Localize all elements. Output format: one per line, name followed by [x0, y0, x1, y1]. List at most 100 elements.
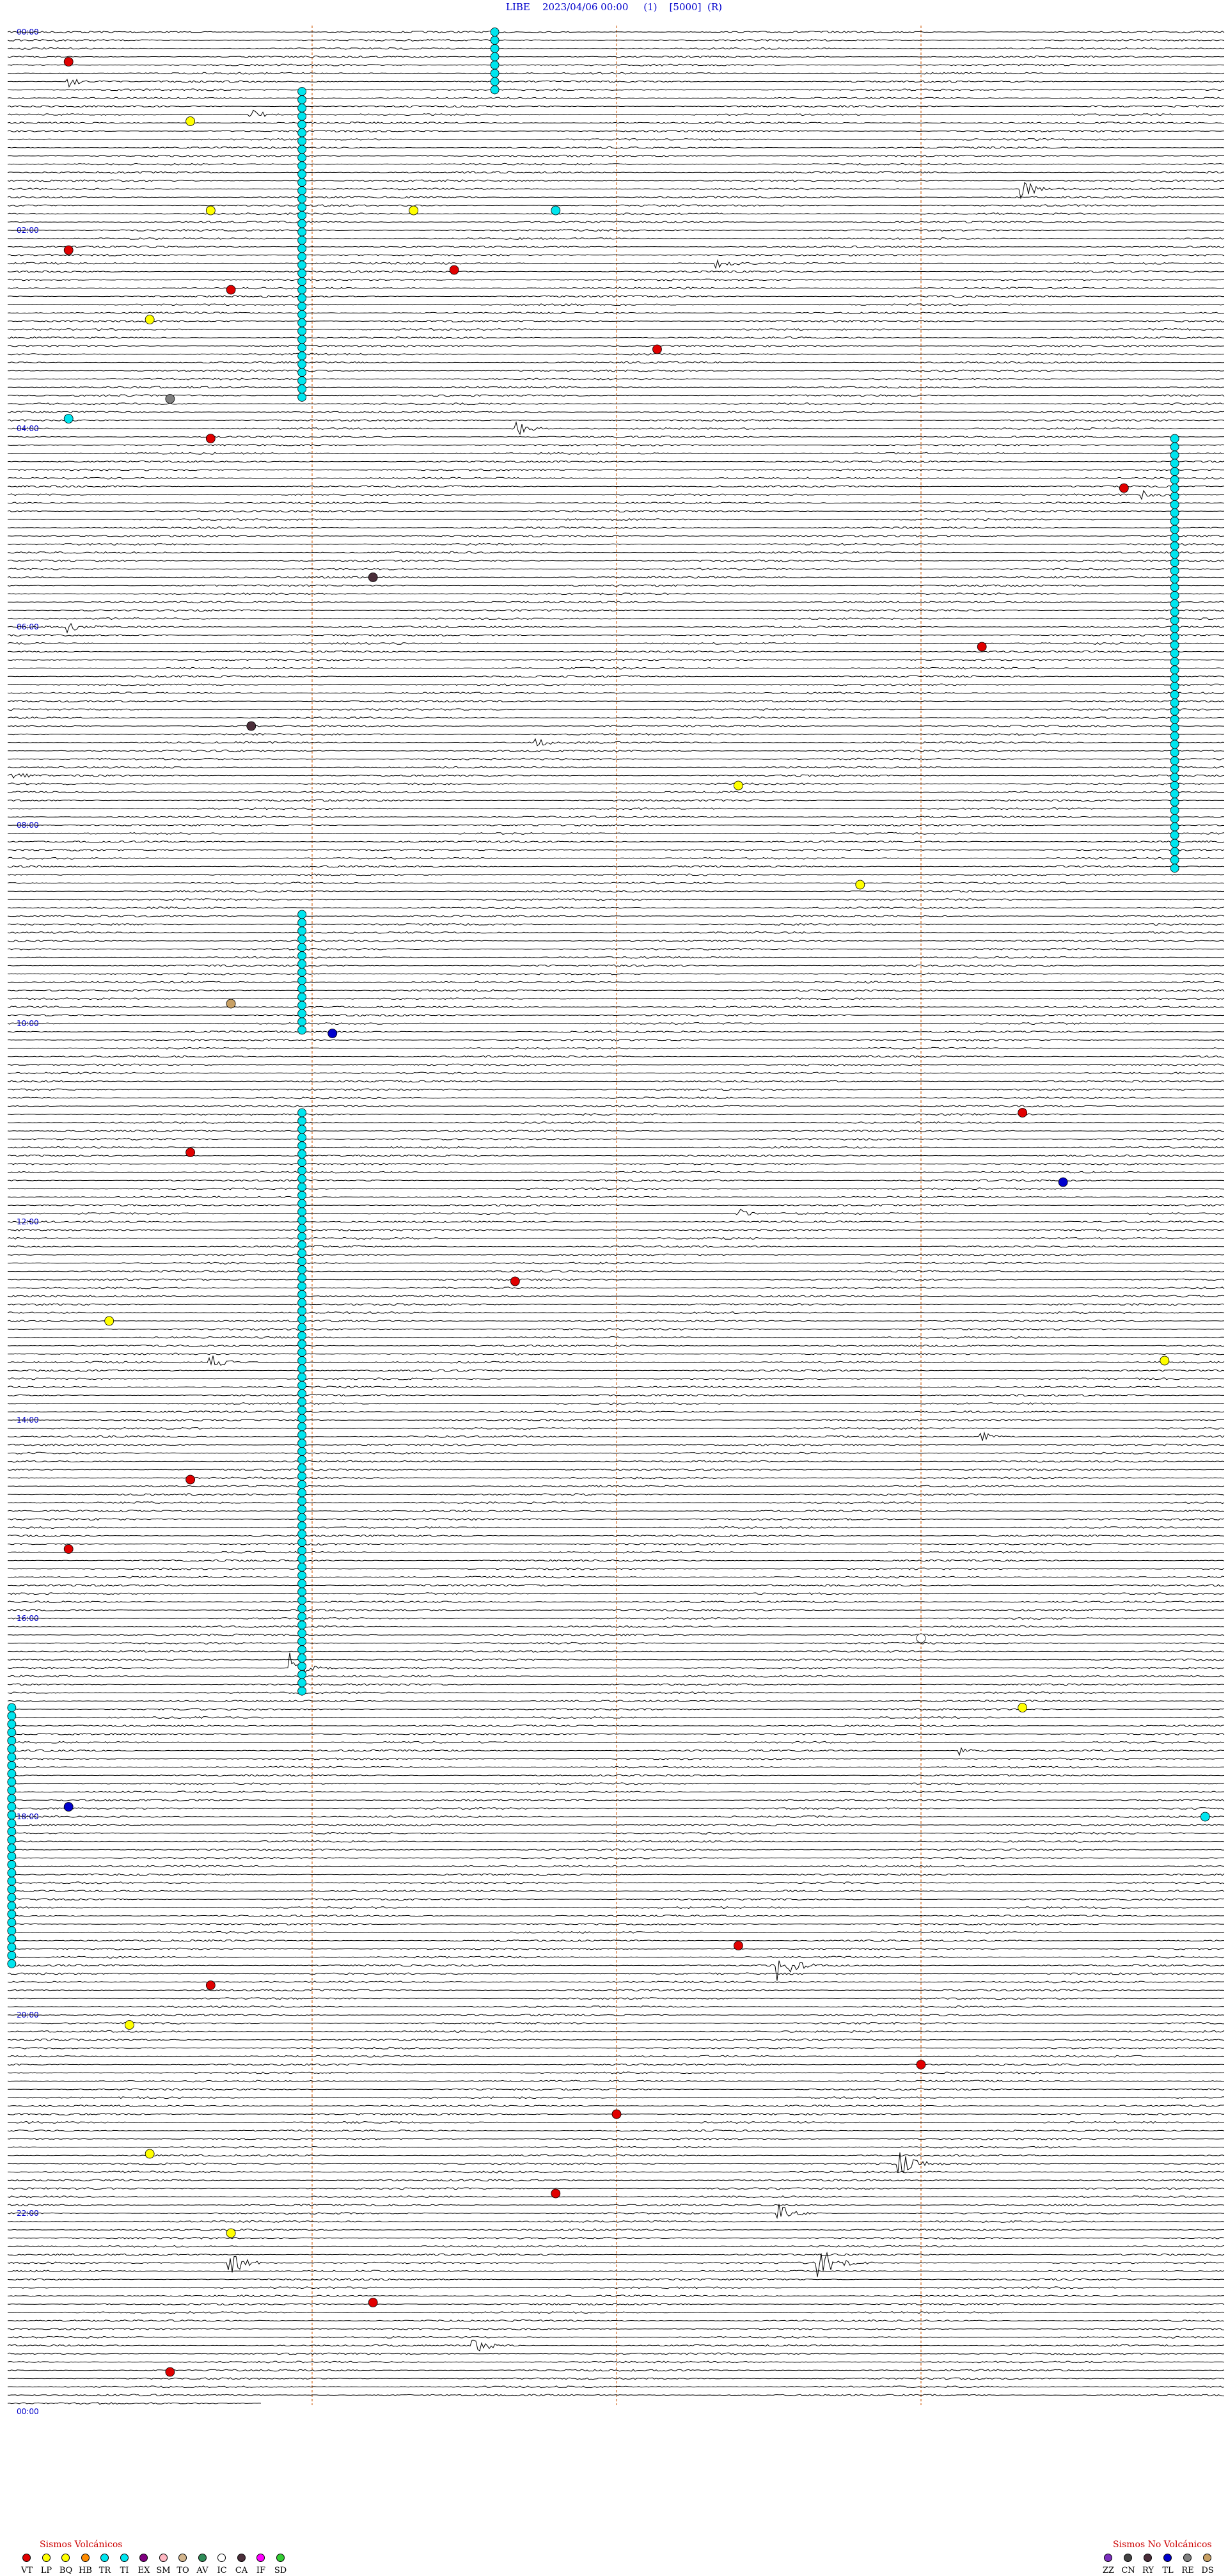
trace-row: [7, 931, 1225, 934]
trace-row: [7, 38, 1225, 42]
helicorder-plot: 00:0002:0004:0006:0008:0010:0012:0014:00…: [7, 26, 1225, 2416]
event-marker-TI: [1170, 706, 1179, 716]
trace-row: [8, 2236, 1225, 2240]
trace-row: [7, 2335, 1225, 2339]
trace-row: [7, 1311, 1225, 1315]
trace-row: [7, 1137, 1225, 1141]
trace-row: [7, 2096, 1224, 2099]
trace-row: [8, 1220, 1225, 1224]
trace-row: [7, 2394, 1225, 2397]
trace-row: [7, 1146, 1225, 1149]
event-marker-TI: [297, 1025, 307, 1035]
trace-row: [7, 2303, 1225, 2306]
event-marker-VT: [734, 1941, 743, 1950]
trace-row: [7, 1559, 1225, 1562]
trace-row: [7, 2270, 1225, 2273]
trace-row: [7, 576, 1225, 579]
event-marker-VT: [449, 265, 459, 275]
event-marker-TI: [297, 976, 307, 985]
trace-row: [7, 691, 1225, 695]
trace-row: [7, 402, 1225, 406]
event-marker-TI: [297, 136, 307, 146]
legend-swatch: [42, 2554, 51, 2562]
trace-row: [7, 2402, 262, 2405]
event-marker-TI: [7, 1868, 17, 1877]
trace-row: [7, 2253, 1225, 2256]
trace-row: [7, 1997, 1224, 2000]
legend-volcanic-title: Sismos Volcánicos: [40, 2540, 123, 2550]
event-marker-TI: [297, 318, 307, 328]
event-marker-TI: [1170, 764, 1179, 774]
legend-volcanic: VT LP BQ HB TR TI EX SM TO AV IC CA IF SD: [14, 2554, 295, 2575]
trace-row: [7, 2055, 1225, 2058]
trace-row: [8, 72, 1225, 75]
trace-row: [7, 460, 1225, 463]
event-marker-TI: [297, 1339, 307, 1349]
legend-code: VT: [20, 2566, 33, 2575]
trace-row: [7, 700, 1225, 703]
trace-row: [7, 732, 1225, 736]
legend-swatch: [217, 2554, 226, 2562]
event-marker-TI: [7, 1794, 17, 1803]
trace-row: [7, 228, 1225, 232]
trace-row: [8, 1426, 1225, 1430]
hour-label: 06:00: [17, 622, 39, 631]
trace-row: [7, 1576, 1225, 1579]
event-marker-TI: [1170, 781, 1179, 790]
trace-row: [7, 1609, 1224, 1612]
trace-row: [7, 1493, 1225, 1496]
trace-row: [7, 1732, 1225, 1735]
trace-row: [7, 1799, 1225, 1802]
trace-row: [7, 2137, 1225, 2140]
event-marker-TI: [297, 926, 307, 936]
event-marker-TI: [7, 1835, 17, 1845]
trace-row: [7, 2319, 1225, 2322]
trace-row: [7, 708, 1225, 711]
legend-swatch: [1144, 2554, 1152, 2562]
trace-row: [8, 534, 1225, 537]
event-marker-TI: [297, 1364, 307, 1373]
trace-row: [7, 485, 1225, 488]
event-marker-TI: [297, 351, 307, 361]
trace-row: [7, 1956, 1225, 1959]
trace-row: [7, 997, 1225, 1000]
legend-code: ZZ: [1102, 2566, 1115, 2575]
trace-row: [7, 1105, 1225, 1108]
trace-row: [7, 518, 1225, 521]
trace-row: [7, 2046, 1225, 2050]
legend-item-cn: CN: [1115, 2554, 1141, 2575]
event-marker-BQ: [145, 2149, 155, 2159]
trace-row: [7, 394, 1225, 397]
trace-row: [7, 2369, 1225, 2372]
trace-row: [7, 237, 1225, 241]
event-marker-TI: [297, 1604, 307, 1613]
event-marker-TI: [297, 968, 307, 977]
trace-row: [7, 1831, 1225, 1835]
event-marker-TI: [297, 943, 307, 952]
event-marker-TI: [7, 1711, 17, 1721]
event-marker-TI: [297, 1439, 307, 1448]
trace-row: [7, 947, 1225, 951]
event-marker-TI: [297, 95, 307, 104]
trace-row: [7, 617, 1225, 620]
event-marker-TI: [1170, 723, 1179, 732]
event-marker-VT: [185, 1474, 196, 1485]
event-marker-TI: [297, 1414, 307, 1423]
event-marker-BQ: [205, 205, 216, 216]
event-marker-TI: [297, 1538, 307, 1547]
trace-row: [7, 1286, 1225, 1290]
event-marker-TI: [1170, 484, 1179, 493]
event-marker-TI: [1170, 607, 1179, 617]
event-marker-TI: [297, 210, 307, 220]
event-marker-TI: [7, 1918, 17, 1927]
trace-row: [7, 109, 1225, 117]
trace-row: [7, 2352, 1225, 2355]
event-marker-RE: [165, 394, 175, 404]
trace-row: [7, 196, 1225, 199]
event-marker-TI: [297, 145, 307, 154]
legend-item-if: IF: [248, 2554, 274, 2575]
event-marker-TI: [297, 227, 307, 237]
event-marker-TI: [7, 1810, 17, 1820]
event-marker-TI: [297, 1620, 307, 1630]
trace-row: [7, 1245, 1225, 1248]
